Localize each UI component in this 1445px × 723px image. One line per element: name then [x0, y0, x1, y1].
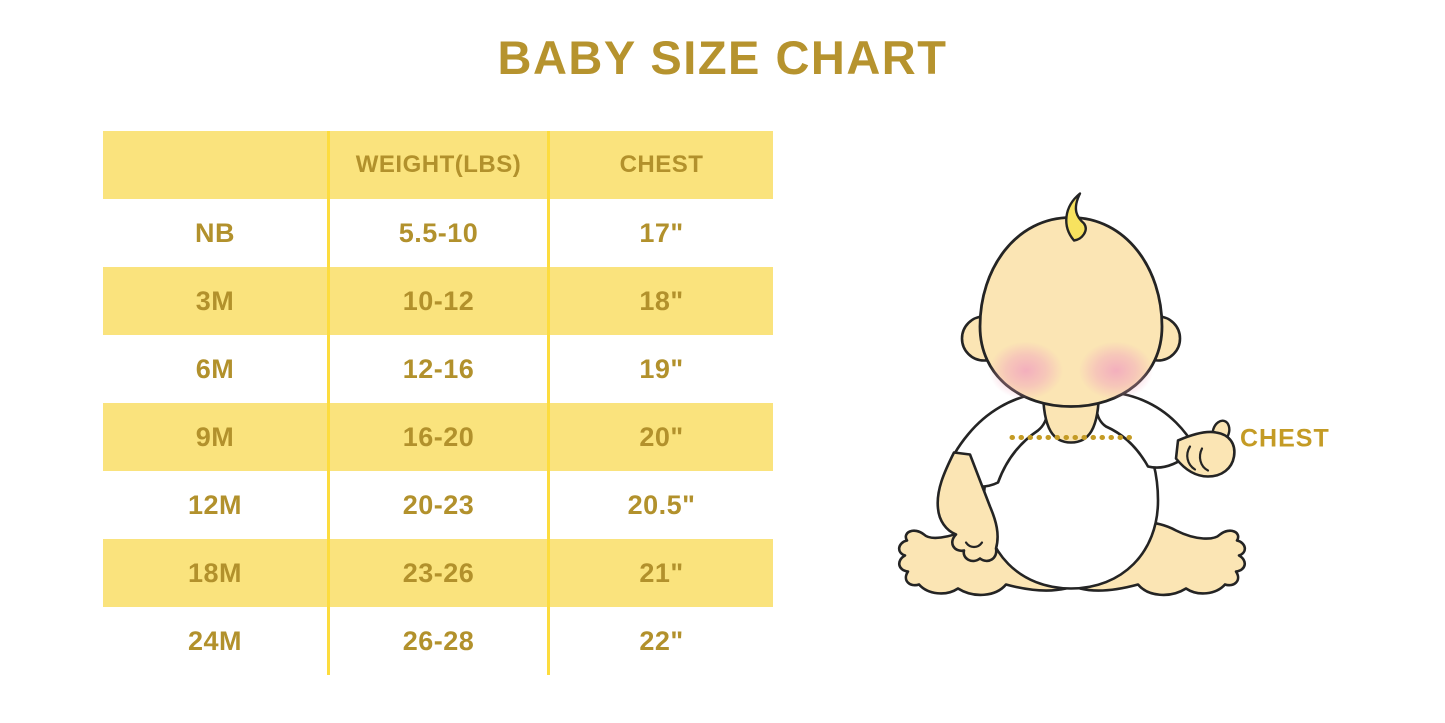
- baby-illustration: CHEST: [897, 192, 1330, 597]
- baby-measurement-diagram: CHEST: [888, 188, 1336, 608]
- header-weight: WEIGHT(LBS): [327, 131, 550, 199]
- baby-neck-outline: [1041, 388, 1101, 444]
- table-row-9m: 9M 16-20 20": [103, 403, 773, 471]
- weight-cell: 12-16: [327, 335, 550, 403]
- header-size: [103, 131, 327, 199]
- baby-hair-curl-icon: [1065, 192, 1087, 242]
- table-row-12m: 12M 20-23 20.5": [103, 471, 773, 539]
- chest-cell: 18": [639, 285, 684, 316]
- table-row-nb: NB 5.5-10 17": [103, 199, 773, 267]
- size-chart-table: WEIGHT(LBS) CHEST NB 5.5-10 17" 3M 10-12…: [103, 131, 773, 675]
- header-chest: CHEST: [619, 151, 704, 178]
- baby-right-cheek: [1079, 341, 1153, 400]
- weight-cell: 5.5-10: [327, 199, 550, 267]
- weight-cell: 10-12: [327, 267, 550, 335]
- chest-cell: 21": [639, 557, 684, 588]
- chest-cell: 19": [639, 353, 684, 384]
- chest-cell: 20.5": [627, 489, 696, 520]
- table-header-row: WEIGHT(LBS) CHEST: [103, 131, 773, 199]
- table-row-6m: 6M 12-16 19": [103, 335, 773, 403]
- weight-cell: 16-20: [327, 403, 550, 471]
- chest-cell: 17": [639, 217, 684, 248]
- baby-left-hand-fingers: [964, 541, 984, 549]
- size-cell: NB: [195, 217, 235, 248]
- chest-cell: 20": [639, 421, 684, 452]
- size-cell: 6M: [195, 353, 235, 384]
- baby-left-arm: [936, 451, 999, 563]
- weight-cell: 20-23: [327, 471, 550, 539]
- baby-left-cheek: [989, 341, 1063, 400]
- baby-right-fist-fingers: [1186, 445, 1210, 472]
- chest-label: CHEST: [1240, 425, 1330, 453]
- chest-cell: 22": [639, 625, 684, 656]
- table-row-18m: 18M 23-26 21": [103, 539, 773, 607]
- table-row-3m: 3M 10-12 18": [103, 267, 773, 335]
- size-cell: 24M: [187, 625, 243, 656]
- size-cell: 3M: [195, 285, 235, 316]
- page-title: BABY SIZE CHART: [497, 31, 948, 84]
- table-row-24m: 24M 26-28 22": [103, 607, 773, 675]
- size-cell: 12M: [187, 489, 243, 520]
- weight-cell: 23-26: [327, 539, 550, 607]
- size-cell: 9M: [195, 421, 235, 452]
- weight-cell: 26-28: [327, 607, 550, 675]
- size-cell: 18M: [187, 557, 243, 588]
